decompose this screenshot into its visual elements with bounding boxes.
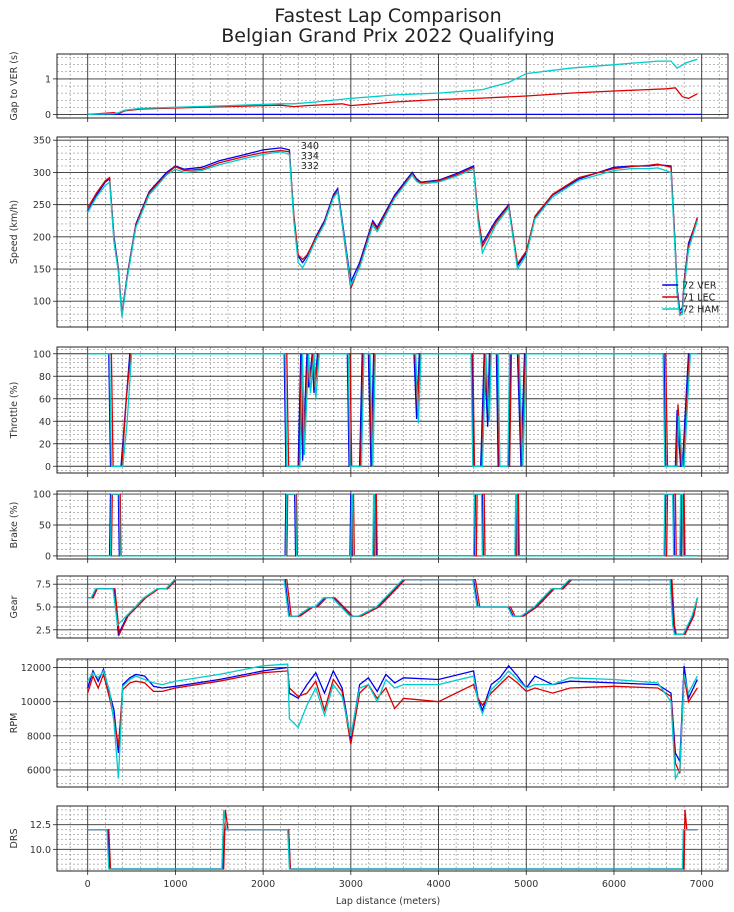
axes-frame	[56, 658, 729, 788]
series-line-ver	[87, 353, 698, 467]
panel-gear: 2.5 5.0 7.5 Gear	[9, 575, 729, 642]
axes-frame	[56, 53, 729, 119]
legend-label-lec: 71 LEC	[682, 293, 715, 304]
y-tick-label: 60	[39, 394, 51, 405]
y-tick-label: 250	[33, 200, 51, 211]
y-tick-label: 12000	[21, 663, 51, 674]
series-line-ham	[87, 353, 698, 467]
y-tick-label: 40	[39, 417, 51, 428]
y-tick-label: 200	[33, 232, 51, 243]
speed-annotation: 340	[301, 141, 319, 152]
y-axis-label-speed: Speed (km/h)	[9, 200, 20, 264]
y-tick-label: 2.5	[36, 625, 51, 636]
y-tick-label: 350	[33, 136, 51, 147]
y-tick-label: 6000	[27, 765, 51, 776]
y-tick-label: 50	[39, 521, 51, 532]
x-tick-label: 2000	[251, 879, 275, 890]
series-line-lec	[87, 87, 698, 116]
x-tick-label: 3000	[339, 879, 363, 890]
y-axis-label-brake: Brake (%)	[9, 502, 20, 549]
x-tick-label: 6000	[602, 879, 626, 890]
series-line-ham	[87, 663, 698, 781]
y-tick-label: 0	[45, 462, 51, 473]
panel-brake: 0 50 100 Brake (%)	[9, 490, 729, 563]
y-tick-label: 10.0	[30, 845, 51, 856]
x-tick-label: 7000	[690, 879, 714, 890]
series-line-lec	[87, 578, 698, 637]
y-tick-label: 0	[45, 551, 51, 562]
y-tick-label: 100	[33, 490, 51, 501]
y-axis-label-drs: DRS	[9, 829, 20, 849]
x-tick-label: 5000	[514, 879, 538, 890]
x-tick-label: 4000	[426, 879, 450, 890]
series-line-lec	[87, 149, 698, 316]
y-tick-label: 8000	[27, 731, 51, 742]
y-tick-label: 7.5	[36, 580, 51, 591]
x-tick-label: 1000	[163, 879, 187, 890]
panel-gap: 0 1 Gap to VER (s)	[9, 51, 729, 122]
speed-annotation: 334	[301, 151, 319, 162]
legend-label-ver: 72 VER	[682, 281, 717, 292]
y-tick-label: 12.5	[30, 820, 51, 831]
axes-frame	[56, 346, 729, 474]
y-tick-label: 5.0	[36, 603, 51, 614]
series-line-lec	[87, 353, 698, 467]
axes-frame	[56, 805, 729, 872]
series-line-ham	[87, 151, 698, 318]
series-line-ham	[87, 578, 698, 636]
y-tick-label: 0	[45, 110, 51, 121]
chart-title-line2: Belgian Grand Prix 2022 Qualifying	[221, 25, 554, 47]
series-line-ham	[87, 58, 698, 116]
series-line-ham	[87, 809, 698, 870]
chart-title-line1: Fastest Lap Comparison	[274, 5, 501, 27]
series-line-ham	[87, 493, 698, 557]
speed-annotation: 332	[301, 161, 319, 172]
series-line-lec	[87, 670, 698, 774]
panel-throttle: 0 20 40 60 80 100 Throttle (%)	[9, 346, 729, 477]
x-axis-label: Lap distance (meters)	[336, 896, 440, 907]
y-tick-label: 100	[33, 349, 51, 360]
y-tick-label: 1	[45, 74, 51, 85]
y-axis-label-gear: Gear	[9, 595, 20, 618]
y-tick-label: 10000	[21, 697, 51, 708]
y-tick-label: 100	[33, 297, 51, 308]
series-line-ver	[87, 664, 698, 764]
y-axis-label-throttle: Throttle (%)	[9, 382, 20, 440]
panel-rpm: 6000 8000 10000 12000 RPM	[9, 658, 729, 791]
x-tick-label: 0	[85, 879, 91, 890]
y-tick-label: 20	[39, 439, 51, 450]
y-tick-label: 300	[33, 168, 51, 179]
panel-drs: 10.0 12.5 DRS 0 1000 2000 3000 4000 5000 6000 7000	[9, 805, 729, 890]
legend-label-ham: 72 HAM	[682, 305, 719, 316]
y-tick-label: 150	[33, 265, 51, 276]
y-axis-label-rpm: RPM	[9, 713, 20, 734]
y-axis-label-gap: Gap to VER (s)	[9, 51, 20, 120]
axes-frame	[56, 136, 729, 328]
y-tick-label: 80	[39, 372, 51, 383]
